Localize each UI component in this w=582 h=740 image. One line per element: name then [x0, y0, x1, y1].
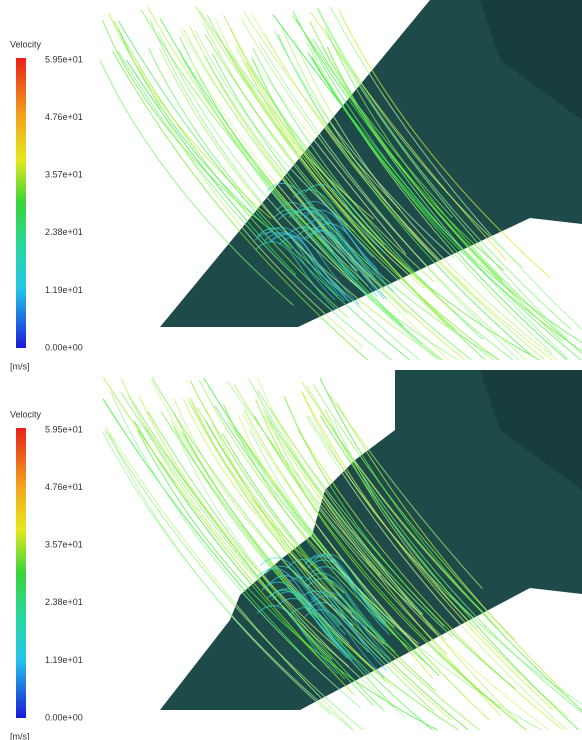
legend-unit: [m/s] [10, 731, 30, 740]
legend-tick-label: 4.76e+01 [45, 482, 83, 492]
legend-tick-label: 4.76e+01 [45, 112, 83, 122]
legend-tick-label: 3.57e+01 [45, 540, 83, 550]
legend-tick-label: 5.95e+01 [45, 54, 83, 64]
color-bar [16, 58, 26, 348]
streamline [109, 13, 271, 218]
color-bar [16, 428, 26, 718]
legend-tick-label: 2.38e+01 [45, 227, 83, 237]
legend-tick-label: 0.00e+00 [45, 712, 83, 722]
legend-tick-label: 2.38e+01 [45, 597, 83, 607]
legend-tick-label: 1.19e+01 [45, 285, 83, 295]
legend-unit: [m/s] [10, 361, 30, 371]
legend-tick-label: 5.95e+01 [45, 424, 83, 434]
panel: Velocity5.95e+01 4.76e+01 3.57e+01 2.38e+01… [10, 0, 582, 371]
legend-title: Velocity [10, 39, 42, 49]
screenshot: Velocity5.95e+014.76e+013.57e+012.38e+01… [0, 0, 582, 740]
legend-tick-label: 1.19e+01 [45, 655, 83, 665]
legend-tick-label: 3.57e+01 [45, 170, 83, 180]
legend-tick-label: 0.00e+00 [45, 342, 83, 352]
legend-title: Velocity [10, 409, 42, 419]
